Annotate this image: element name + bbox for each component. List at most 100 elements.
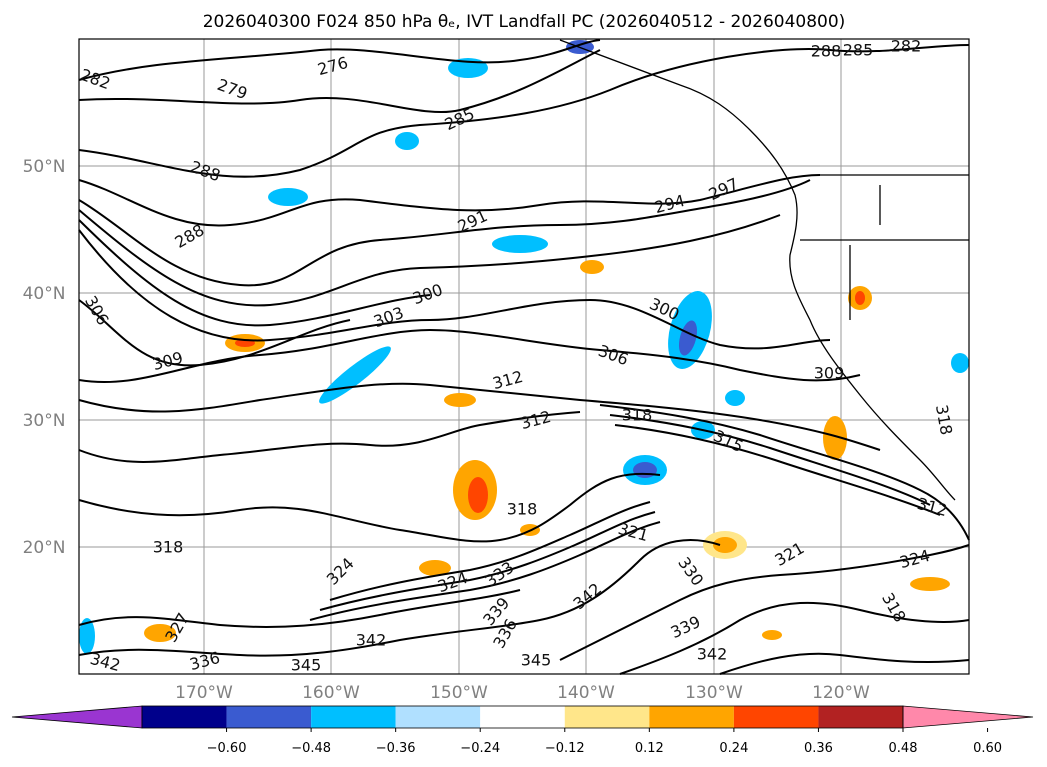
contour-label: 345 xyxy=(521,651,552,670)
contour-label: 288 xyxy=(811,42,842,61)
contour-line xyxy=(614,424,941,516)
contour-line xyxy=(78,539,721,657)
shade-blob xyxy=(951,353,969,373)
colorbar-tick-label: 0.48 xyxy=(889,741,918,756)
coastline xyxy=(559,39,969,501)
shade-blob xyxy=(855,291,865,305)
contour-label: 282 xyxy=(891,37,922,56)
shade-blob xyxy=(79,618,95,654)
shade-blob xyxy=(419,560,451,576)
lon-label-160w: 160°W xyxy=(302,683,360,703)
colorbar-tick-label: −0.60 xyxy=(207,741,247,756)
colorbar-extend-low xyxy=(11,705,143,729)
shade-blob xyxy=(468,477,488,513)
contour-line xyxy=(329,501,651,601)
shade-blob xyxy=(444,393,476,407)
contour-line xyxy=(319,511,656,611)
contour-line xyxy=(309,521,661,621)
contour-line xyxy=(78,174,821,227)
shade-blob xyxy=(492,235,548,253)
lon-label-140w: 140°W xyxy=(557,683,615,703)
contour-line xyxy=(719,652,970,675)
contour-line xyxy=(78,382,881,451)
lat-label-20n: 20°N xyxy=(23,538,66,558)
contour-line xyxy=(559,544,970,661)
colorbar-ticks: −0.60 −0.48 −0.36 −0.24 −0.12 0.12 0.24 0.36 0.4… xyxy=(207,728,1002,756)
shade-blob xyxy=(633,462,657,478)
colorbar-swatch xyxy=(649,706,734,728)
contour-label: 318 xyxy=(507,500,538,519)
colorbar-swatch xyxy=(480,706,565,728)
colorbar-swatch xyxy=(142,706,227,728)
contour-line xyxy=(78,179,811,287)
colorbar-swatches xyxy=(11,705,1034,729)
colorbar-tick-label: −0.12 xyxy=(545,741,585,756)
map-background xyxy=(79,39,969,674)
colorbar-tick-label: 0.12 xyxy=(635,741,664,756)
contour-line xyxy=(78,589,521,628)
contour-label: 309 xyxy=(814,364,845,383)
lat-label-40n: 40°N xyxy=(23,284,66,304)
colorbar-swatch xyxy=(311,706,396,728)
lon-label-130w: 130°W xyxy=(685,683,743,703)
shade-blob xyxy=(823,416,847,460)
shade-blob xyxy=(144,624,176,642)
contour-line xyxy=(78,44,970,178)
map-title: 2026040300 F024 850 hPa θₑ, IVT Landfall… xyxy=(203,12,846,32)
shade-blob xyxy=(910,577,950,591)
shade-blob xyxy=(725,390,745,406)
contour-label: 318 xyxy=(622,406,653,425)
theta-e-contours xyxy=(78,39,970,675)
shade-blob xyxy=(713,537,737,553)
map-frame xyxy=(78,38,970,675)
colorbar-swatch xyxy=(818,706,903,728)
colorbar-outline xyxy=(141,705,904,729)
graticule xyxy=(79,39,969,674)
contour-label: 342 xyxy=(697,645,728,664)
colorbar-tick-label: 0.60 xyxy=(973,741,1002,756)
colorbar-tick-label: 0.36 xyxy=(804,741,833,756)
latitude-labels: 50°N 40°N 30°N 20°N xyxy=(23,157,66,558)
colorbar-tick-label: −0.36 xyxy=(376,741,416,756)
shade-blob xyxy=(268,188,308,206)
contour-line xyxy=(619,601,970,675)
colorbar-swatch xyxy=(395,706,481,728)
contour-line xyxy=(78,209,781,307)
lon-label-150w: 150°W xyxy=(430,683,488,703)
colorbar-tick-label: −0.24 xyxy=(460,741,500,756)
colorbar: −0.60 −0.48 −0.36 −0.24 −0.12 0.12 0.24 0.36 0.4… xyxy=(11,705,1034,756)
colorbar-swatch xyxy=(226,706,312,728)
contour-label: 345 xyxy=(291,656,322,675)
map-panel xyxy=(78,38,970,675)
shade-blob xyxy=(762,630,782,640)
coastline-path xyxy=(559,39,956,501)
coastline-path xyxy=(800,185,969,320)
contour-line xyxy=(78,39,601,81)
contour-line xyxy=(78,219,431,327)
lat-label-50n: 50°N xyxy=(23,157,66,177)
contour-label: 318 xyxy=(153,538,184,557)
lat-label-30n: 30°N xyxy=(23,411,66,431)
shade-blob xyxy=(395,132,419,150)
contour-label: 342 xyxy=(356,631,387,650)
contour-line xyxy=(609,414,931,506)
shade-blob xyxy=(678,320,698,356)
contour-line xyxy=(78,49,601,114)
colorbar-extend-high xyxy=(902,705,1034,729)
lon-label-170w: 170°W xyxy=(175,683,233,703)
colorbar-swatch xyxy=(564,706,650,728)
lon-label-120w: 120°W xyxy=(812,683,870,703)
shade-blob xyxy=(580,260,604,274)
colorbar-tick-label: 0.24 xyxy=(719,741,748,756)
colorbar-swatch xyxy=(733,706,819,728)
contour-label: 285 xyxy=(843,41,874,60)
colorbar-tick-label: −0.48 xyxy=(291,741,331,756)
contour-line xyxy=(78,472,661,543)
longitude-labels: 170°W 160°W 150°W 140°W 130°W 120°W xyxy=(175,683,870,703)
contour-line xyxy=(78,229,831,350)
contour-line xyxy=(78,411,581,463)
contour-line xyxy=(599,404,970,541)
contour-line xyxy=(78,328,861,384)
